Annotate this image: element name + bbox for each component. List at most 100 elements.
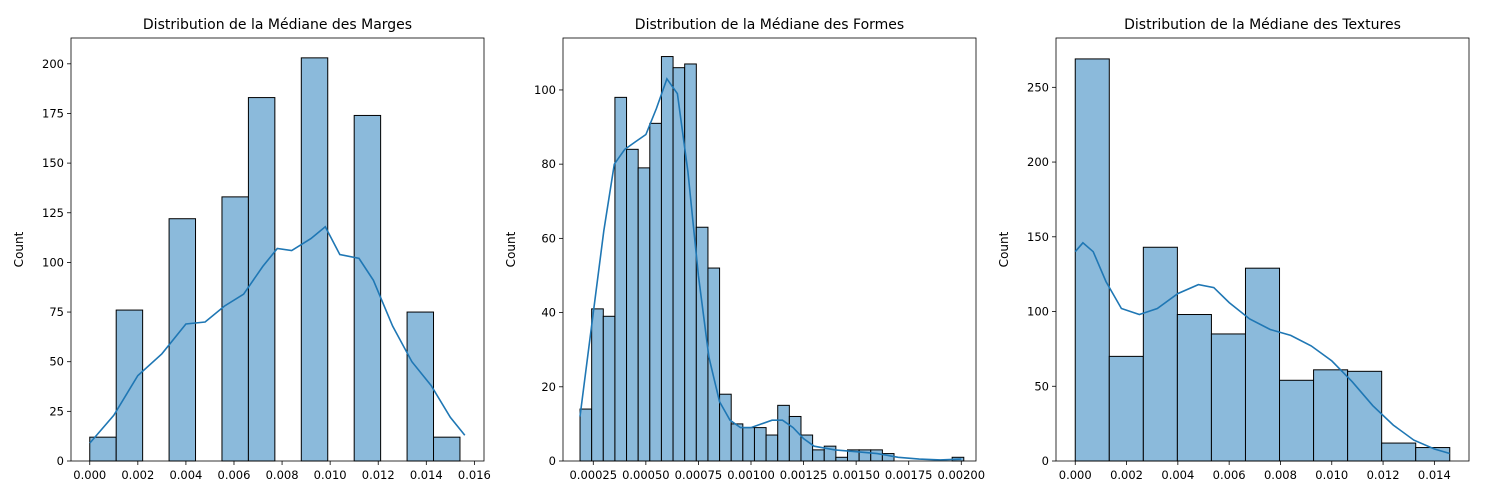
axes-frame	[562, 37, 977, 462]
x-tick-label: 0.010	[314, 468, 347, 482]
y-axis-label: Count	[12, 231, 26, 267]
histogram-bar	[835, 456, 848, 462]
x-tick-label: 0.004	[169, 468, 202, 482]
histogram-bar	[742, 427, 755, 462]
x-tick-label: 0.016	[458, 468, 491, 482]
y-tick-label: 0	[549, 454, 556, 468]
x-tick-label: 0.00150	[832, 468, 880, 482]
y-tick-label: 250	[1027, 80, 1049, 94]
x-tick-label: 0.00075	[675, 468, 723, 482]
y-tick-label: 200	[42, 57, 64, 71]
x-tick-label: 0.00050	[622, 468, 670, 482]
chart-title: Distribution de la Médiane des Textures	[1124, 17, 1401, 33]
bars	[89, 57, 461, 462]
y-tick-label: 60	[541, 231, 556, 245]
histogram-bar	[1210, 333, 1246, 462]
x-tick-label: 0.00125	[780, 468, 828, 482]
subplot-2: 0.00025 0.00050 0.00075 0.00100 0.00125 0.001…	[504, 17, 985, 482]
histogram-bar	[1142, 246, 1178, 462]
histogram-bar	[626, 148, 639, 462]
x-tick-label: 0.00200	[937, 468, 985, 482]
y-tick-label: 75	[49, 305, 64, 319]
histogram-bar	[247, 97, 276, 462]
histogram-bar	[1176, 314, 1212, 462]
histogram-bar	[707, 267, 721, 462]
x-tick-label: 0.010	[1315, 468, 1348, 482]
x-tick-label: 0.014	[410, 468, 443, 482]
x-tick-label: 0.000	[73, 468, 106, 482]
histogram-bar	[1279, 379, 1315, 462]
histogram-bar	[300, 57, 329, 462]
x-tick-label: 0.008	[1264, 468, 1297, 482]
histogram-bar	[115, 309, 144, 462]
histogram-bar	[406, 311, 435, 462]
bars	[579, 56, 965, 462]
kde-curve	[1074, 241, 1451, 455]
y-tick-label: 150	[42, 156, 64, 170]
y-tick-label: 25	[49, 404, 64, 418]
subplot-3: 0.000 0.002 0.004 0.006 0.008 0.010 0.012 0.014…	[997, 17, 1470, 482]
y-tick-label: 125	[42, 206, 64, 220]
histogram-bar	[614, 96, 628, 462]
histogram-bar	[777, 404, 790, 462]
histogram-bar	[579, 408, 593, 462]
histogram-bar	[870, 449, 883, 462]
histogram-bar	[1244, 267, 1281, 462]
y-tick-label: 0	[57, 454, 64, 468]
bars	[1074, 58, 1451, 462]
x-tick-label: 0.014	[1418, 468, 1451, 482]
subplot-1: 0.000 0.002 0.004 0.006 0.008 0.010 0.012 0.014…	[12, 17, 491, 482]
y-axis-label: Count	[997, 231, 1011, 267]
x-tick-label: 0.006	[1213, 468, 1246, 482]
y-tick-label: 50	[1034, 379, 1049, 393]
histogram-bar	[788, 415, 802, 462]
histogram-bar	[730, 423, 744, 462]
x-tick-label: 0.004	[1161, 468, 1194, 482]
histogram-bar	[221, 196, 249, 462]
y-tick-label: 100	[1027, 305, 1049, 319]
histogram-bar	[695, 226, 709, 462]
histogram-bar	[602, 315, 616, 462]
y-tick-label: 200	[1027, 155, 1049, 169]
histogram-bar	[1415, 447, 1451, 462]
kde-curve	[89, 225, 466, 444]
histogram-bar	[1313, 369, 1349, 462]
histogram-bar	[753, 427, 767, 462]
y-tick-label: 80	[541, 157, 556, 171]
histogram-bar	[591, 308, 604, 462]
histogram-bar	[1108, 355, 1144, 462]
y-tick-label: 0	[1042, 454, 1049, 468]
y-tick-label: 40	[541, 306, 556, 320]
x-tick-label: 0.00175	[885, 468, 933, 482]
histogram-bar	[660, 56, 674, 462]
histogram-bar	[637, 167, 651, 462]
histogram-bar	[89, 436, 117, 462]
histogram-bar	[812, 449, 825, 462]
histogram-bar	[765, 434, 779, 462]
x-tick-label: 0.000	[1059, 468, 1092, 482]
y-tick-label: 100	[534, 83, 556, 97]
x-tick-label: 0.00100	[727, 468, 775, 482]
histogram-bar	[1381, 442, 1417, 462]
axes-frame	[1055, 37, 1470, 462]
y-tick-label: 175	[42, 106, 64, 120]
histogram-bar	[1347, 370, 1383, 462]
histogram-bar	[672, 67, 686, 462]
y-tick-label: 150	[1027, 230, 1049, 244]
x-tick-label: 0.008	[266, 468, 299, 482]
x-tick-label: 0.002	[121, 468, 154, 482]
chart-title: Distribution de la Médiane des Marges	[143, 17, 412, 33]
y-tick-label: 50	[49, 355, 64, 369]
x-tick-label: 0.00025	[569, 468, 617, 482]
chart-title: Distribution de la Médiane des Formes	[635, 17, 904, 33]
axes-frame	[70, 37, 485, 462]
kde-curve	[579, 77, 962, 461]
x-tick-label: 0.012	[1367, 468, 1400, 482]
histogram-bar	[1074, 58, 1110, 462]
x-tick-label: 0.012	[362, 468, 395, 482]
y-tick-label: 20	[541, 380, 556, 394]
histogram-bar	[433, 436, 461, 462]
x-tick-label: 0.002	[1110, 468, 1143, 482]
histogram-bar	[684, 63, 697, 462]
